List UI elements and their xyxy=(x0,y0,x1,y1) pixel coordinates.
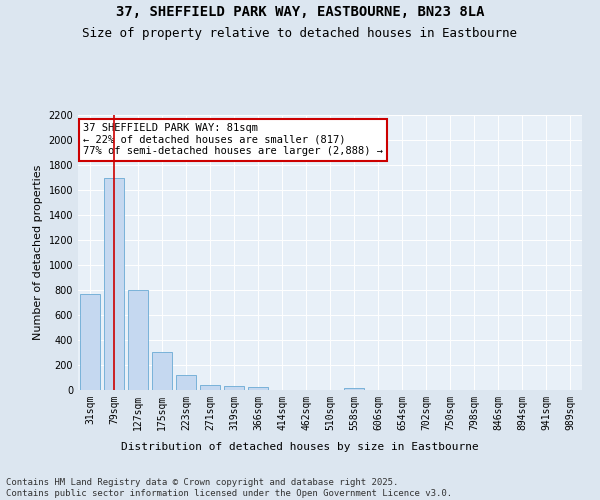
Text: Contains HM Land Registry data © Crown copyright and database right 2025.
Contai: Contains HM Land Registry data © Crown c… xyxy=(6,478,452,498)
Text: 37, SHEFFIELD PARK WAY, EASTBOURNE, BN23 8LA: 37, SHEFFIELD PARK WAY, EASTBOURNE, BN23… xyxy=(116,5,484,19)
Bar xyxy=(224,386,244,390)
Text: 37 SHEFFIELD PARK WAY: 81sqm
← 22% of detached houses are smaller (817)
77% of s: 37 SHEFFIELD PARK WAY: 81sqm ← 22% of de… xyxy=(83,123,383,156)
Text: Size of property relative to detached houses in Eastbourne: Size of property relative to detached ho… xyxy=(83,28,517,40)
Bar xyxy=(128,290,148,390)
Bar xyxy=(344,388,364,390)
Text: Distribution of detached houses by size in Eastbourne: Distribution of detached houses by size … xyxy=(121,442,479,452)
Bar xyxy=(248,387,268,390)
Bar xyxy=(176,375,196,390)
Y-axis label: Number of detached properties: Number of detached properties xyxy=(33,165,43,340)
Bar xyxy=(80,294,100,390)
Bar xyxy=(152,352,172,390)
Bar xyxy=(200,385,220,390)
Bar xyxy=(104,178,124,390)
